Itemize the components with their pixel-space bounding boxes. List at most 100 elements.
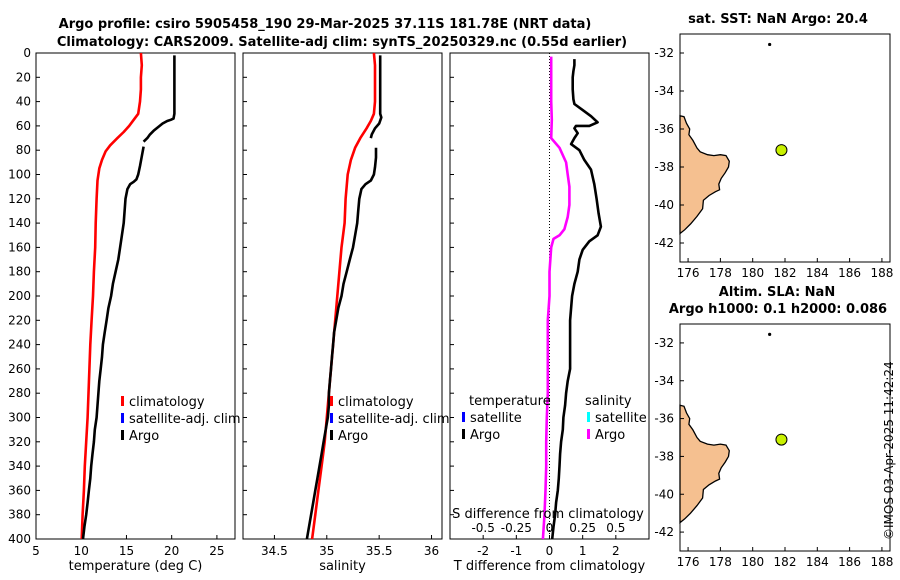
depth-tick-label: 280 [8, 386, 31, 400]
lat-tick-label: -32 [654, 336, 674, 350]
map_sla-panel: 176 178 180 182 184 186 188 -32 -34 -36 -38 -40 -42 A… [654, 285, 893, 569]
depth-tick-label: 360 [8, 483, 31, 497]
depth-tick-label: 40 [16, 95, 31, 109]
series-argo-segment-1 [369, 55, 383, 139]
lon-tick-label: 182 [774, 266, 797, 280]
x-tick-label: -2 [477, 544, 489, 558]
lat-tick-label: -40 [654, 198, 674, 212]
lat-tick-label: -38 [654, 160, 674, 174]
depth-tick-label: 60 [16, 119, 31, 133]
s-tick-label: 0.25 [569, 521, 596, 535]
legend-item: Argo [595, 428, 625, 443]
x-tick-label: 1 [579, 544, 587, 558]
legend-item: Argo [470, 428, 500, 443]
depth-tick-label: 140 [8, 216, 31, 230]
depth-tick-label: 0 [23, 46, 31, 60]
x-tick-label: -1 [510, 544, 522, 558]
depth-tick-label: 300 [8, 411, 31, 425]
temperature-frame [35, 52, 236, 540]
land-north-island [679, 114, 730, 235]
series-argo-segment-1 [142, 55, 176, 143]
title-line-2: Climatology: CARS2009. Satellite-adj cli… [57, 35, 627, 50]
lon-tick-label: 184 [806, 266, 829, 280]
depth-tick-label: 340 [8, 459, 31, 473]
title-line-1: Argo profile: csiro 5905458_190 29-Mar-2… [59, 17, 592, 32]
legend-item: satellite-adj. clim [338, 412, 450, 427]
series-argo-s-diff [541, 56, 571, 540]
legend-swatch [330, 430, 333, 440]
legend-header-t: temperature [469, 394, 551, 409]
lon-tick-label: 188 [870, 555, 893, 569]
lon-tick-label: 176 [677, 555, 700, 569]
lon-tick-label: 178 [709, 266, 732, 280]
x-tick-label: 10 [74, 544, 89, 558]
series-argo-segment-2 [81, 146, 145, 540]
lat-tick-label: -34 [654, 374, 674, 388]
depth-tick-label: 320 [8, 435, 31, 449]
lat-tick-label: -42 [654, 236, 674, 250]
depth-tick-label: 400 [8, 532, 31, 546]
imos-credit: ©IMOS 03-Apr-2025 11:42:24 [882, 361, 896, 540]
legend-item: satellite-adj. clim [129, 412, 241, 427]
depth-tick-label: 380 [8, 508, 31, 522]
legend-swatch [462, 429, 465, 439]
legend-item: Argo [129, 429, 159, 444]
small-island [768, 332, 772, 337]
depth-tick-label: 260 [8, 362, 31, 376]
lon-tick-label: 186 [838, 266, 861, 280]
x-tick-label: 35 [319, 544, 334, 558]
s-tick-label: -0.5 [471, 521, 494, 535]
legend-swatch [587, 412, 590, 422]
lat-tick-label: -42 [654, 525, 674, 539]
map-sla-title-2: Argo h1000: 0.1 h2000: 0.086 [669, 302, 887, 317]
legend-swatch [587, 429, 590, 439]
x-tick-label: 35.5 [366, 544, 393, 558]
lon-tick-label: 180 [741, 266, 764, 280]
s-tick-label: 0 [546, 521, 554, 535]
temperature-xlabel: temperature (deg C) [69, 559, 203, 574]
lon-tick-label: 176 [677, 266, 700, 280]
x-tick-label: 5 [32, 544, 40, 558]
x-tick-label: 0 [546, 544, 554, 558]
argo-position-marker [775, 144, 788, 157]
series-climatology [80, 52, 144, 540]
depth-tick-label: 100 [8, 168, 31, 182]
lat-tick-label: -36 [654, 412, 674, 426]
x-tick-label: 36 [424, 544, 439, 558]
lat-tick-label: -40 [654, 487, 674, 501]
legend-header-s: salinity [585, 394, 632, 409]
x-tick-label: 2 [612, 544, 620, 558]
legend-item: satellite [470, 411, 522, 426]
difference-panel: -2 -1 0 1 2T difference from climatology -0.5… [449, 52, 650, 574]
depth-tick-label: 80 [16, 143, 31, 157]
lon-tick-label: 178 [709, 555, 732, 569]
legend-item: climatology [129, 395, 205, 410]
small-island [768, 42, 772, 47]
depth-tick-label: 240 [8, 338, 31, 352]
legend-item: satellite [595, 411, 647, 426]
depth-tick-label: 220 [8, 313, 31, 327]
legend-item: climatology [338, 395, 414, 410]
depth-tick-label: 160 [8, 240, 31, 254]
series-argo-segment-2 [305, 147, 378, 540]
map-sla-title: Altim. SLA: NaN [719, 285, 835, 300]
legend-swatch [121, 430, 124, 440]
x-tick-label: 34.5 [261, 544, 288, 558]
land-north-island [679, 404, 730, 524]
lon-tick-label: 182 [774, 555, 797, 569]
lon-tick-label: 180 [741, 555, 764, 569]
depth-tick-label: 180 [8, 265, 31, 279]
salinity-panel: 34.5 35 35.5 36 salinity climatology satellite… [242, 52, 450, 574]
series-argo-t-diff [550, 59, 603, 540]
legend-swatch [330, 413, 333, 423]
legend-swatch [121, 413, 124, 423]
legend-swatch [462, 412, 465, 422]
temperature-panel: 0 20 40 60 80 100 120 140 160 180 200 220 240 260 280 3… [8, 46, 241, 574]
s-axis-label: S difference from climatology [452, 507, 644, 522]
x-tick-label: 15 [119, 544, 134, 558]
lat-tick-label: -32 [654, 46, 674, 60]
x-tick-label: 20 [164, 544, 179, 558]
map_sst-panel: 176 178 180 182 184 186 188 -32 -34 -36 -38 -40 -42 s… [654, 12, 893, 280]
argo-position-marker [775, 433, 788, 446]
